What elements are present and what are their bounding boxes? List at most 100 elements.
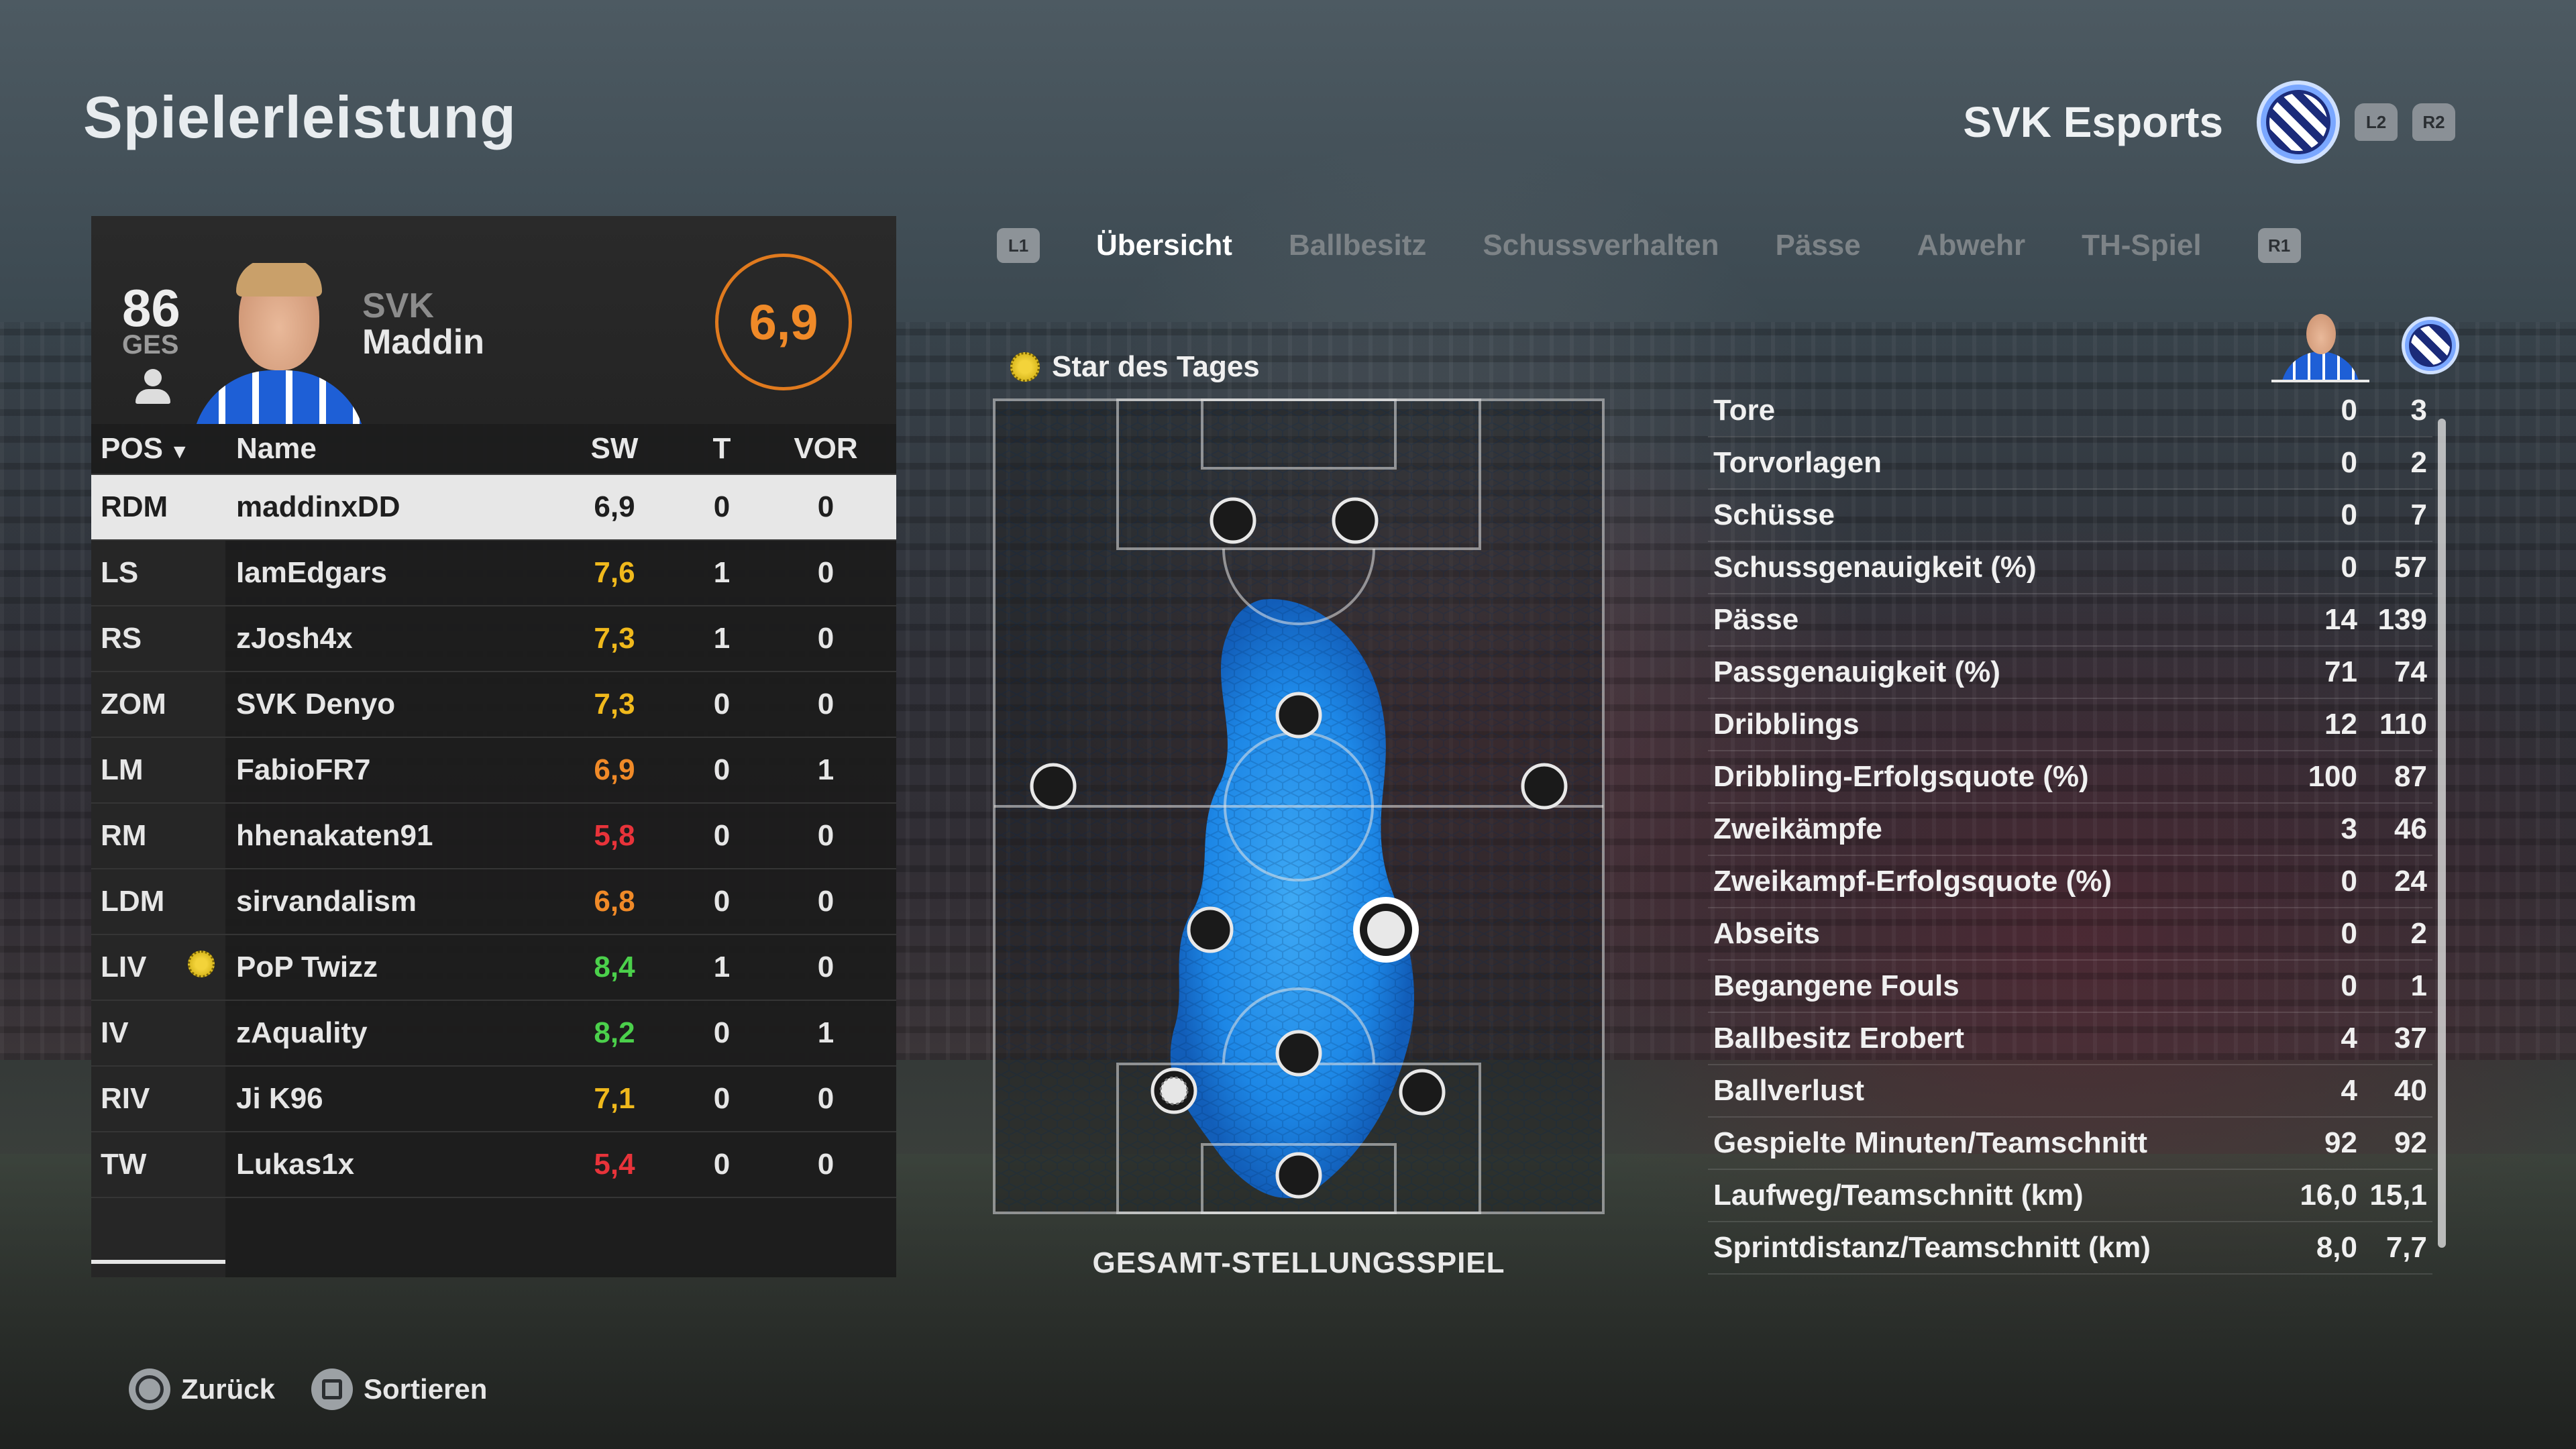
row-player-name: SVK Denyo [236, 688, 396, 720]
row-assists: 0 [817, 622, 835, 655]
player-mini-portrait[interactable] [2271, 310, 2369, 382]
table-row[interactable]: LM FabioFR7 6,9 0 1 [91, 738, 896, 804]
stat-team-value: 87 [2394, 760, 2427, 793]
stat-label: Laufweg/Teamschnitt (km) [1713, 1179, 2084, 1212]
stat-label: Sprintdistanz/Teamschnitt (km) [1713, 1231, 2151, 1264]
stat-player-value: 100 [2308, 760, 2357, 793]
table-row[interactable]: TW Lukas1x 5,4 0 0 [91, 1132, 896, 1198]
stat-row: Dribblings 12 110 [1708, 699, 2432, 751]
row-rating: 5,4 [594, 1148, 635, 1181]
stat-label: Zweikampf-Erfolgsquote (%) [1713, 865, 2112, 898]
stat-row: Schussgenauigkeit (%) 0 57 [1708, 542, 2432, 594]
position-heatmap [993, 398, 1605, 1214]
row-goals: 0 [713, 1082, 731, 1115]
player-rows: RDM maddinxDD 6,9 0 0 LS IamEdgars 7,6 1 0 RS zJosh… [91, 475, 896, 1198]
stat-row: Torvorlagen 0 2 [1708, 437, 2432, 490]
stat-row: Tore 0 3 [1708, 385, 2432, 437]
row-assists: 0 [817, 688, 835, 720]
stat-player-value: 0 [2341, 969, 2357, 1002]
stat-row: Ballverlust 4 40 [1708, 1065, 2432, 1118]
table-header: POS ▼ Name SW T VOR [91, 424, 896, 475]
row-player-name: zAquality [236, 1016, 368, 1049]
sort-button[interactable]: Sortieren [311, 1368, 487, 1410]
stats-scrollbar[interactable] [2438, 419, 2446, 1248]
player-match-rating: 6,9 [715, 254, 852, 390]
table-row[interactable]: RS zJosh4x 7,3 1 0 [91, 606, 896, 672]
sw-column-header[interactable]: SW [590, 432, 639, 465]
row-player-name: Ji K96 [236, 1082, 323, 1115]
table-row[interactable]: LS IamEdgars 7,6 1 0 [91, 541, 896, 606]
stat-team-value: 110 [2379, 708, 2427, 741]
row-rating: 8,4 [594, 951, 635, 983]
stat-row: Passgenauigkeit (%) 71 74 [1708, 647, 2432, 699]
stat-team-value: 2 [2410, 446, 2427, 479]
stat-label: Begangene Fouls [1713, 969, 1960, 1002]
row-player-name: hhenakaten91 [236, 819, 433, 852]
row-assists: 1 [817, 1016, 835, 1049]
row-rating: 7,6 [594, 556, 635, 589]
star-player-marker [1150, 1067, 1197, 1114]
tab-schussverhalten[interactable]: Schussverhalten [1483, 229, 1719, 262]
row-player-name: maddinxDD [236, 490, 400, 523]
row-assists: 0 [817, 885, 835, 918]
back-label: Zurück [181, 1373, 276, 1405]
team-mini-crest-icon[interactable] [2402, 317, 2459, 374]
vor-column-header[interactable]: VOR [794, 432, 858, 465]
stat-team-value: 24 [2394, 865, 2427, 898]
row-goals: 1 [713, 951, 731, 983]
l1-button-icon[interactable]: L1 [997, 228, 1040, 263]
pos-column-header[interactable]: POS ▼ [101, 432, 190, 465]
table-row[interactable]: LDM sirvandalism 6,8 0 0 [91, 869, 896, 935]
row-player-name: zJosh4x [236, 622, 353, 655]
stat-team-value: 3 [2410, 394, 2427, 427]
tab-uebersicht[interactable]: Übersicht [1096, 229, 1232, 262]
player-name: Maddin [362, 323, 484, 362]
page-title: Spielerleistung [83, 84, 517, 150]
team-crest-icon [2257, 80, 2340, 164]
row-goals: 0 [713, 885, 731, 918]
table-row[interactable]: RIV Ji K96 7,1 0 0 [91, 1067, 896, 1132]
pos-column-background [91, 475, 225, 1277]
star-of-day-icon [188, 950, 221, 985]
stat-row: Sprintdistanz/Teamschnitt (km) 8,0 7,7 [1708, 1222, 2432, 1275]
r1-button-icon[interactable]: R1 [2257, 228, 2301, 263]
stat-player-value: 0 [2341, 394, 2357, 427]
table-row[interactable]: LIV PoP Twizz 8,4 1 0 [91, 935, 896, 1001]
stat-label: Dribblings [1713, 708, 1860, 741]
stat-label: Schüsse [1713, 498, 1835, 531]
row-rating: 7,1 [594, 1082, 635, 1115]
stat-player-value: 16,0 [2300, 1179, 2357, 1212]
r2-button-icon[interactable]: R2 [2412, 103, 2455, 141]
table-row[interactable]: ZOM SVK Denyo 7,3 0 0 [91, 672, 896, 738]
tab-abwehr[interactable]: Abwehr [1917, 229, 2026, 262]
row-goals: 0 [713, 688, 731, 720]
back-button[interactable]: Zurück [129, 1368, 275, 1410]
row-position: TW [101, 1148, 147, 1181]
row-position: LS [101, 556, 139, 589]
tab-ballbesitz[interactable]: Ballbesitz [1288, 229, 1427, 262]
row-assists: 0 [817, 1082, 835, 1115]
stat-team-value: 57 [2394, 551, 2427, 584]
player-list-panel: 86 GES SVK Maddin 6,9 POS ▼ Name SW T VOR… [91, 216, 896, 1277]
tab-th-spiel[interactable]: TH-Spiel [2082, 229, 2202, 262]
t-column-header[interactable]: T [712, 432, 731, 465]
stats-table: Tore 0 3 Torvorlagen 0 2 Schüsse 0 7 Schussgenaui… [1708, 385, 2432, 1275]
stat-player-value: 4 [2341, 1074, 2357, 1107]
stat-player-value: 3 [2341, 812, 2357, 845]
stat-row: Ballbesitz Erobert 4 37 [1708, 1013, 2432, 1065]
stat-team-value: 7,7 [2385, 1231, 2427, 1264]
table-row[interactable]: RM hhenakaten91 5,8 0 0 [91, 804, 896, 869]
stat-player-value: 0 [2341, 498, 2357, 531]
tab-paesse[interactable]: Pässe [1775, 229, 1861, 262]
star-of-the-day: Star des Tages [1010, 350, 1260, 384]
stat-team-value: 74 [2394, 655, 2427, 688]
row-assists: 1 [817, 753, 835, 786]
stat-player-value: 0 [2341, 446, 2357, 479]
stats-tabs: L1 Übersicht Ballbesitz Schussverhalten … [997, 228, 2301, 263]
l2-button-icon[interactable]: L2 [2355, 103, 2398, 141]
name-column-header[interactable]: Name [236, 432, 317, 465]
selected-player-card: 86 GES SVK Maddin 6,9 [91, 216, 896, 424]
table-row[interactable]: RDM maddinxDD 6,9 0 0 [91, 475, 896, 541]
table-row[interactable]: IV zAquality 8,2 0 1 [91, 1001, 896, 1067]
stat-label: Zweikämpfe [1713, 812, 1882, 845]
